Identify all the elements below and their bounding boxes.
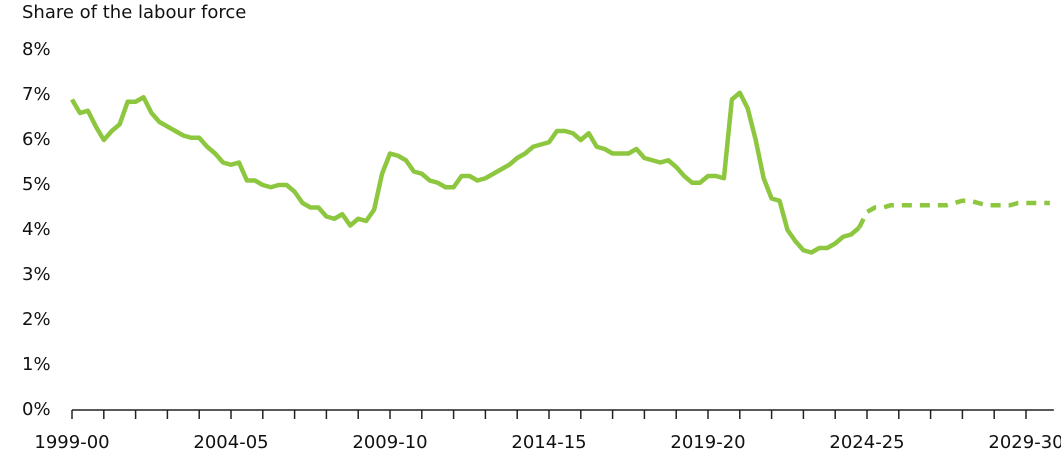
y-tick-label: 1% — [22, 354, 51, 375]
y-tick-label: 5% — [22, 174, 51, 195]
data-line — [70, 90, 861, 255]
data-line — [857, 198, 1050, 229]
x-tick-label: 2009-10 — [352, 432, 427, 453]
y-tick-label: 4% — [22, 219, 51, 240]
y-tick-label: 7% — [22, 84, 51, 105]
x-tick-label: 2014-15 — [511, 432, 586, 453]
y-tick-label: 3% — [22, 264, 51, 285]
chart-title: Share of the labour force — [22, 2, 246, 23]
y-tick-label: 6% — [22, 129, 51, 150]
x-tick-label: 2004-05 — [193, 432, 268, 453]
y-tick-label: 0% — [22, 399, 51, 420]
x-tick-label: 1999-00 — [34, 432, 109, 453]
x-tick-label: 2024-25 — [829, 432, 904, 453]
x-tick-label: 2019-20 — [670, 432, 745, 453]
x-tick-label: 2029-30 — [988, 432, 1061, 453]
y-tick-label: 8% — [22, 39, 51, 60]
y-tick-label: 2% — [22, 309, 51, 330]
